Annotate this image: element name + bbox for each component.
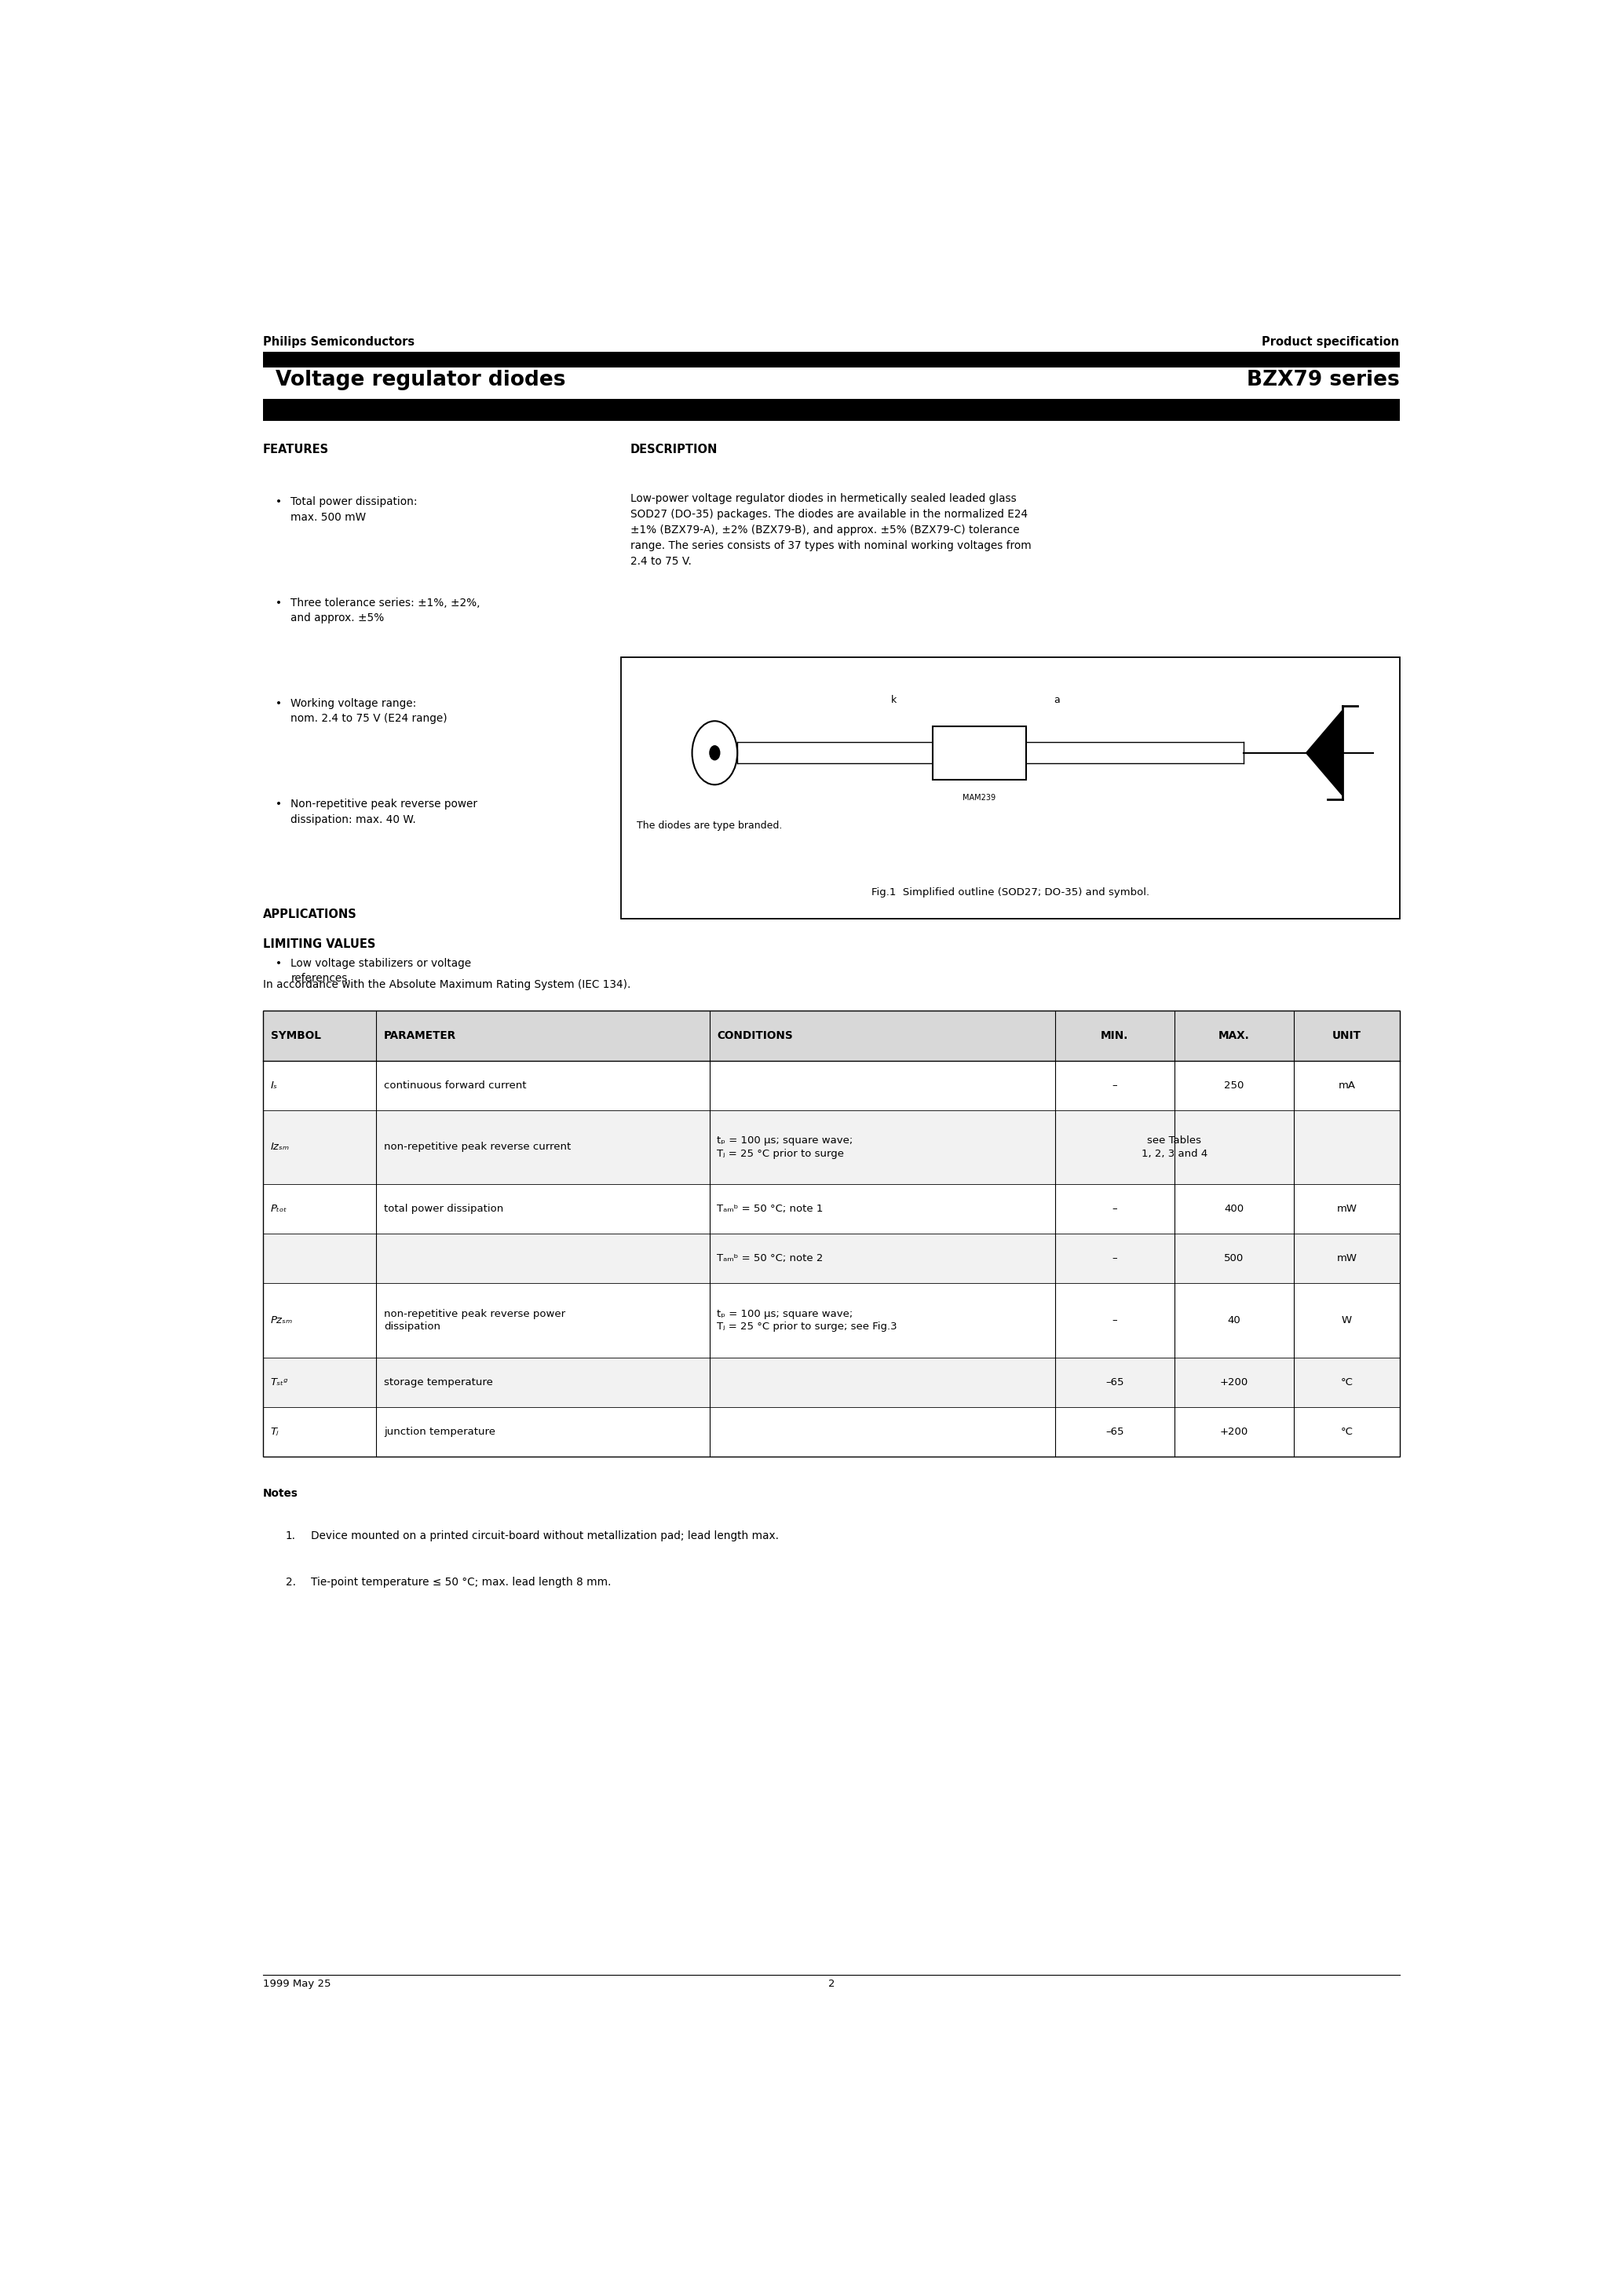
Text: In accordance with the Absolute Maximum Rating System (IEC 134).: In accordance with the Absolute Maximum …	[263, 978, 631, 990]
Text: mW: mW	[1337, 1203, 1358, 1215]
Text: SYMBOL: SYMBOL	[271, 1031, 321, 1040]
Text: MIN.: MIN.	[1101, 1031, 1129, 1040]
Text: Iᴢₛₘ: Iᴢₛₘ	[271, 1141, 290, 1153]
Text: mW: mW	[1337, 1254, 1358, 1263]
Bar	[263, 400, 1400, 420]
Text: Pₜₒₜ: Pₜₒₜ	[271, 1203, 287, 1215]
Text: 250: 250	[1225, 1079, 1244, 1091]
Text: MAM239: MAM239	[963, 794, 996, 801]
Bar	[263, 1283, 1400, 1357]
Text: non-repetitive peak reverse power
dissipation: non-repetitive peak reverse power dissip…	[384, 1309, 564, 1332]
Bar	[263, 1010, 1400, 1456]
Text: Total power dissipation:
max. 500 mW: Total power dissipation: max. 500 mW	[290, 496, 417, 523]
Text: 40: 40	[1228, 1316, 1241, 1325]
Text: –: –	[1113, 1254, 1118, 1263]
Text: °C: °C	[1340, 1378, 1353, 1387]
Text: Voltage regulator diodes: Voltage regulator diodes	[276, 370, 566, 390]
Text: PARAMETER: PARAMETER	[384, 1031, 456, 1040]
Text: UNIT: UNIT	[1332, 1031, 1361, 1040]
Text: 500: 500	[1225, 1254, 1244, 1263]
Text: a: a	[1054, 696, 1061, 705]
Text: total power dissipation: total power dissipation	[384, 1203, 503, 1215]
Text: junction temperature: junction temperature	[384, 1426, 495, 1437]
Text: –65: –65	[1106, 1426, 1124, 1437]
Text: Product specification: Product specification	[1262, 335, 1400, 349]
Text: •: •	[276, 698, 282, 709]
Text: Non-repetitive peak reverse power
dissipation: max. 40 W.: Non-repetitive peak reverse power dissip…	[290, 799, 477, 824]
Text: tₚ = 100 μs; square wave;
Tⱼ = 25 °C prior to surge; see Fig.3: tₚ = 100 μs; square wave; Tⱼ = 25 °C pri…	[717, 1309, 897, 1332]
Bar	[263, 1061, 1400, 1109]
Text: +200: +200	[1220, 1426, 1249, 1437]
Text: Three tolerance series: ±1%, ±2%,
and approx. ±5%: Three tolerance series: ±1%, ±2%, and ap…	[290, 597, 480, 625]
Bar	[263, 351, 1400, 367]
Text: –: –	[1113, 1316, 1118, 1325]
Bar	[933, 726, 1027, 778]
Text: mA: mA	[1338, 1079, 1356, 1091]
Polygon shape	[1306, 709, 1343, 794]
Text: 1999 May 25: 1999 May 25	[263, 1979, 331, 1988]
Bar	[263, 1010, 1400, 1061]
Text: –: –	[1113, 1079, 1118, 1091]
Bar	[263, 1407, 1400, 1456]
Text: FEATURES: FEATURES	[263, 443, 329, 455]
Text: Iₛ: Iₛ	[271, 1079, 277, 1091]
Circle shape	[710, 746, 720, 760]
Text: Tₐₘᵇ = 50 °C; note 2: Tₐₘᵇ = 50 °C; note 2	[717, 1254, 824, 1263]
Text: Notes: Notes	[263, 1488, 298, 1499]
Text: Fig.1  Simplified outline (SOD27; DO-35) and symbol.: Fig.1 Simplified outline (SOD27; DO-35) …	[871, 889, 1150, 898]
Text: Pᴢₛₘ: Pᴢₛₘ	[271, 1316, 294, 1325]
Text: Tₐₘᵇ = 50 °C; note 1: Tₐₘᵇ = 50 °C; note 1	[717, 1203, 824, 1215]
Text: DESCRIPTION: DESCRIPTION	[631, 443, 717, 455]
Text: –: –	[1113, 1203, 1118, 1215]
Text: Philips Semiconductors: Philips Semiconductors	[263, 335, 415, 349]
Text: The diodes are type branded.: The diodes are type branded.	[636, 820, 782, 831]
Text: Tie-point temperature ≤ 50 °C; max. lead length 8 mm.: Tie-point temperature ≤ 50 °C; max. lead…	[311, 1577, 611, 1589]
Text: Tⱼ: Tⱼ	[271, 1426, 279, 1437]
Text: Working voltage range:
nom. 2.4 to 75 V (E24 range): Working voltage range: nom. 2.4 to 75 V …	[290, 698, 448, 723]
Text: Low voltage stabilizers or voltage
references.: Low voltage stabilizers or voltage refer…	[290, 957, 472, 985]
Text: APPLICATIONS: APPLICATIONS	[263, 909, 357, 921]
Text: Device mounted on a printed circuit-board without metallization pad; lead length: Device mounted on a printed circuit-boar…	[311, 1531, 779, 1541]
Text: °C: °C	[1340, 1426, 1353, 1437]
Text: BZX79 series: BZX79 series	[1247, 370, 1400, 390]
Text: tₚ = 100 μs; square wave;
Tⱼ = 25 °C prior to surge: tₚ = 100 μs; square wave; Tⱼ = 25 °C pri…	[717, 1137, 853, 1159]
Circle shape	[693, 721, 738, 785]
Bar	[263, 1357, 1400, 1407]
Text: •: •	[276, 496, 282, 507]
Text: continuous forward current: continuous forward current	[384, 1079, 526, 1091]
Text: –65: –65	[1106, 1378, 1124, 1387]
Text: +200: +200	[1220, 1378, 1249, 1387]
Text: 2.: 2.	[285, 1577, 295, 1589]
Bar	[621, 657, 1400, 918]
Text: W: W	[1341, 1316, 1351, 1325]
Text: 2: 2	[827, 1979, 835, 1988]
Text: non-repetitive peak reverse current: non-repetitive peak reverse current	[384, 1141, 571, 1153]
Text: LIMITING VALUES: LIMITING VALUES	[263, 939, 376, 951]
Text: MAX.: MAX.	[1218, 1031, 1251, 1040]
Text: •: •	[276, 799, 282, 810]
Text: see Tables
1, 2, 3 and 4: see Tables 1, 2, 3 and 4	[1142, 1137, 1207, 1159]
Text: k: k	[890, 696, 897, 705]
Bar	[263, 1109, 1400, 1185]
Bar	[263, 1233, 1400, 1283]
Text: 1.: 1.	[285, 1531, 295, 1541]
Text: CONDITIONS: CONDITIONS	[717, 1031, 793, 1040]
Text: Tₛₜᵍ: Tₛₜᵍ	[271, 1378, 289, 1387]
Text: 400: 400	[1225, 1203, 1244, 1215]
Text: storage temperature: storage temperature	[384, 1378, 493, 1387]
Text: •: •	[276, 957, 282, 969]
Text: •: •	[276, 597, 282, 608]
Text: Low-power voltage regulator diodes in hermetically sealed leaded glass
SOD27 (DO: Low-power voltage regulator diodes in he…	[631, 494, 1032, 567]
Bar	[263, 1185, 1400, 1233]
